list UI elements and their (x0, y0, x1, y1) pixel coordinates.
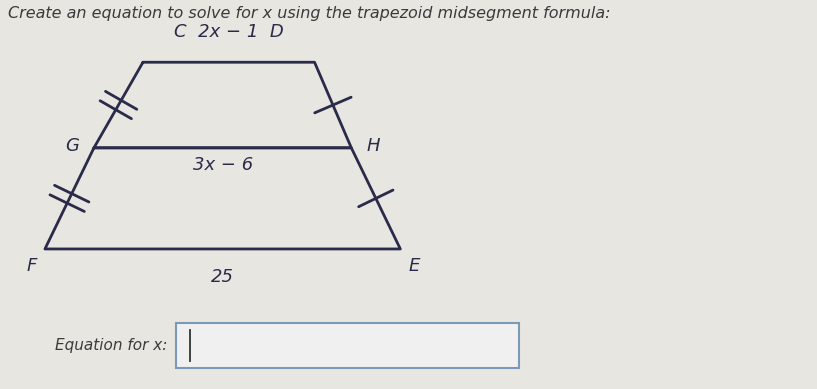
Text: 3x − 6: 3x − 6 (193, 156, 252, 174)
FancyBboxPatch shape (176, 323, 519, 368)
Text: G: G (65, 137, 79, 155)
Text: E: E (408, 257, 420, 275)
Text: F: F (26, 257, 37, 275)
Text: C  2x − 1  D: C 2x − 1 D (174, 23, 283, 41)
Text: H: H (366, 137, 380, 155)
Text: 25: 25 (211, 268, 234, 286)
Text: Create an equation to solve for x using the trapezoid midsegment formula:: Create an equation to solve for x using … (8, 6, 610, 21)
Text: Equation for x:: Equation for x: (55, 338, 167, 353)
